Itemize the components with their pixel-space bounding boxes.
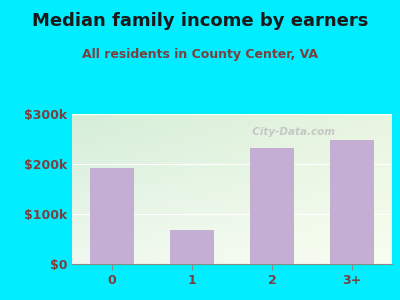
Text: All residents in County Center, VA: All residents in County Center, VA	[82, 47, 318, 61]
Bar	[170, 230, 214, 264]
Bar	[90, 167, 134, 264]
Text: City-Data.com: City-Data.com	[245, 127, 334, 137]
Bar	[250, 148, 294, 264]
Bar	[330, 140, 374, 264]
Text: Median family income by earners: Median family income by earners	[32, 12, 368, 30]
